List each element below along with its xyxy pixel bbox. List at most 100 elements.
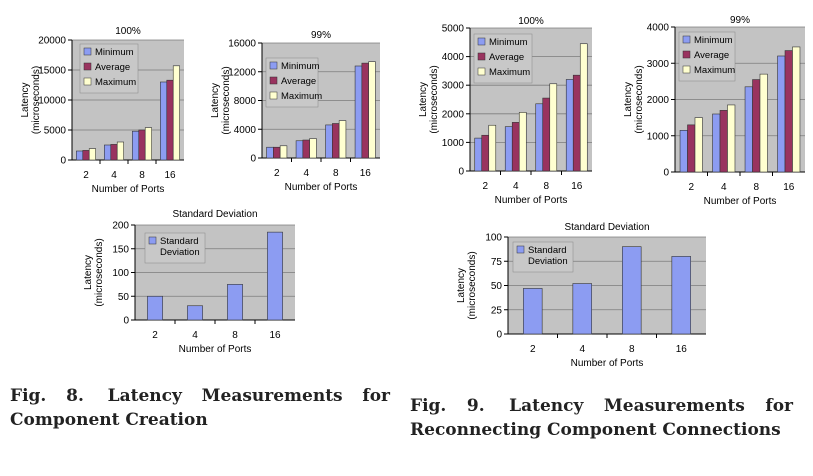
bar — [104, 144, 112, 161]
y-tick-label: 100 — [112, 268, 129, 279]
bar — [719, 110, 728, 173]
y-tick-label: 1000 — [442, 138, 465, 149]
chart-title: 100% — [518, 16, 544, 27]
legend-label: Minimum — [489, 37, 528, 48]
figure-8-label: Fig. 8. — [10, 386, 84, 406]
bar — [325, 124, 333, 159]
y-tick-label: 0 — [250, 154, 256, 165]
chart-title: Standard Deviation — [172, 209, 257, 220]
y-tick-label: 4000 — [442, 52, 465, 63]
bar — [132, 130, 140, 161]
x-axis-label: Number of Ports — [92, 184, 165, 195]
y-tick-label: 0 — [663, 168, 669, 179]
y-tick-label: 3000 — [647, 59, 670, 70]
legend-swatch — [83, 62, 92, 71]
bar — [488, 124, 497, 172]
x-tick-label: 8 — [139, 170, 145, 181]
y-axis-label: Latency(microseconds) — [456, 251, 478, 319]
y-tick-label: 0 — [496, 330, 502, 341]
y-tick-label: 100 — [485, 233, 502, 244]
x-tick-label: 2 — [482, 181, 488, 192]
bar — [572, 283, 592, 335]
x-tick-label: 16 — [164, 170, 176, 181]
x-tick-label: 2 — [274, 168, 280, 179]
x-tick-label: 4 — [303, 168, 309, 179]
y-tick-label: 10000 — [38, 96, 66, 107]
y-axis-label: Latency(microseconds) — [20, 66, 42, 134]
bar — [518, 112, 527, 172]
bar — [332, 123, 340, 159]
x-tick-label: 4 — [513, 181, 519, 192]
x-tick-label: 2 — [152, 330, 158, 341]
y-tick-label: 20000 — [38, 36, 66, 47]
y-tick-label: 4000 — [234, 125, 257, 136]
y-tick-label: 15000 — [38, 66, 66, 77]
x-axis-label: Number of Ports — [704, 196, 777, 207]
x-tick-label: 2 — [688, 182, 694, 193]
figure-9-caption: Fig. 9. Latency Measurements for Reconne… — [410, 394, 793, 442]
chart-title: 100% — [115, 26, 141, 37]
legend-label: Average — [281, 76, 316, 87]
x-tick-label: 16 — [676, 344, 688, 355]
y-tick-label: 0 — [458, 167, 464, 178]
bar — [712, 113, 721, 173]
legend-label: Maximum — [95, 77, 136, 88]
bar — [579, 43, 588, 172]
x-axis-label: Number of Ports — [285, 182, 358, 193]
chart-fig8-99: 99% 0 4000 8000 12000 16000 2 4 8 16 Number of Por… — [200, 28, 400, 218]
legend-swatch — [477, 37, 486, 46]
x-tick-label: 8 — [333, 168, 339, 179]
y-tick-label: 25 — [491, 305, 503, 316]
bar — [535, 103, 544, 172]
x-tick-label: 8 — [232, 330, 238, 341]
bar — [792, 46, 801, 173]
legend-label: Minimum — [95, 47, 134, 58]
bar — [752, 79, 761, 173]
x-tick-label: 8 — [629, 344, 635, 355]
y-axis-label: Latency(microseconds) — [210, 66, 232, 134]
x-axis-label: Number of Ports — [571, 358, 644, 369]
chart-fig9-99: 99% 0 1000 2000 3000 4000 2 4 8 16 Number of Ports… — [615, 10, 813, 210]
figure-9-label: Fig. 9. — [410, 396, 485, 416]
x-tick-label: 16 — [783, 182, 795, 193]
bar — [744, 86, 753, 173]
bar — [138, 129, 146, 161]
bar — [777, 55, 786, 173]
legend-label: Minimum — [694, 35, 733, 46]
bar — [172, 65, 180, 161]
y-axis-label: Latency(microseconds) — [418, 65, 440, 133]
x-axis-label: Number of Ports — [179, 344, 252, 355]
x-tick-label: 4 — [111, 170, 117, 181]
bar — [309, 138, 317, 159]
y-tick-label: 2000 — [442, 109, 465, 120]
legend-label: Standard Deviation — [160, 236, 200, 258]
bar — [727, 104, 736, 173]
legend-label: Maximum — [489, 67, 530, 78]
legend-swatch — [83, 77, 92, 86]
bar — [354, 65, 363, 159]
bar — [227, 284, 243, 321]
y-tick-label: 5000 — [44, 126, 67, 137]
bar — [542, 97, 551, 172]
bar — [523, 288, 543, 335]
bar — [166, 79, 174, 161]
bar — [116, 141, 124, 161]
bar — [361, 62, 369, 159]
y-tick-label: 8000 — [234, 96, 257, 107]
x-tick-label: 2 — [83, 170, 89, 181]
legend-swatch — [269, 76, 278, 85]
chart-fig9-100: 100% 0 1000 2000 3000 4000 5000 2 4 8 16 Number of … — [410, 10, 610, 210]
chart-title: 99% — [311, 30, 331, 41]
chart-title: Standard Deviation — [564, 222, 649, 233]
y-tick-label: 4000 — [647, 23, 670, 34]
figure-8-caption: Fig. 8. Latency Measurements for Compone… — [10, 384, 390, 432]
legend-swatch — [682, 50, 691, 59]
y-tick-label: 0 — [60, 156, 66, 167]
x-tick-label: 8 — [753, 182, 759, 193]
bar — [622, 246, 642, 335]
bar — [572, 74, 581, 172]
legend-label: Average — [489, 52, 524, 63]
legend-label: Minimum — [281, 61, 320, 72]
y-tick-label: 200 — [112, 221, 129, 232]
bar — [694, 117, 703, 173]
